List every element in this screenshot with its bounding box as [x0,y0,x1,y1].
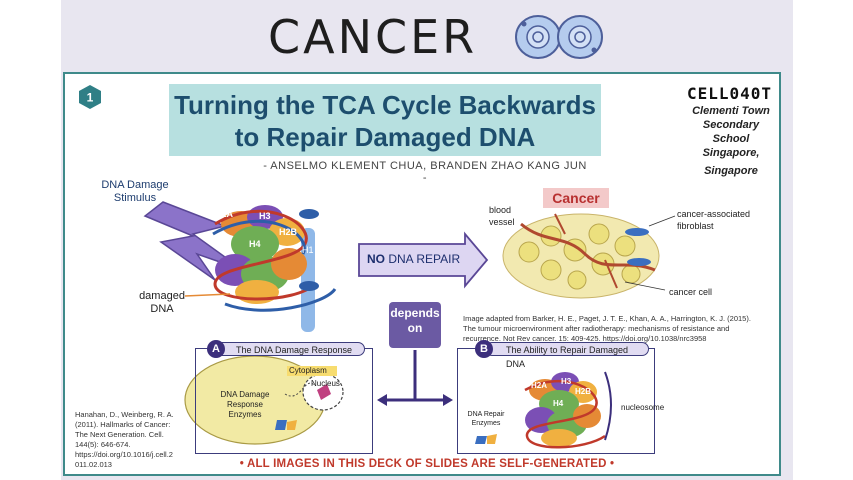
panel-b-title: The Ability to Repair Damaged DNA [485,342,649,369]
authors: - ANSELMO KLEMENT CHUA, BRANDEN ZHAO KAN… [263,160,587,184]
cancer-label: Cancer [552,190,600,206]
depends-on-label: depends on [390,306,440,335]
histone-h2a: H2A [215,209,234,219]
histone-h3: H3 [259,211,271,221]
no-repair-arrow [358,231,489,289]
panel-a-title: The DNA Damage Response [215,342,365,356]
blood-vessel [520,222,656,272]
depends-on-box [389,302,441,348]
fibroblast-label: cancer-associated fibroblast [677,209,751,231]
nucleosome-label: nucleosome [621,403,665,412]
slide-number-badge: 1 [79,85,101,109]
histone-h4: H4 [249,239,261,249]
main-diagram [143,201,676,449]
school-info: Clementi Town Secondary School Singapore… [692,105,770,177]
panel-b-letter: B [475,340,493,358]
poster-slide: 1 Turning the TCA Cycle Backwards to Rep… [63,72,781,476]
panel-b-h2a: H2A [531,381,548,390]
cytoplasm-label: Cytoplasm [289,366,327,375]
footer-note: • ALL IMAGES IN THIS DECK OF SLIDES ARE … [239,458,615,470]
cell-dividing-icon [515,15,603,59]
lightning-bolt-icon [143,201,244,281]
hanahan-citation: Hanahan, D., Weinberg, R. A. (2011). Hal… [75,410,174,469]
no-dna-repair-label: NO DNA REPAIR [367,252,461,266]
title-box: Turning the TCA Cycle Backwards to Repai… [169,84,601,156]
team-code: CELL040T [687,84,773,103]
barker-citation: Image adapted from Barker, H. E., Paget,… [463,314,751,343]
cancer-cell-label: cancer cell [669,287,713,297]
damaged-dna-label: damaged DNA [139,290,185,315]
blood-vessel-label: blood vessel [489,205,515,227]
panel-b-h2b: H2B [575,387,592,396]
title-line-2: to Repair Damaged DNA [234,122,536,152]
cancer-label-box [543,188,609,208]
panel-b-h4: H4 [553,399,564,408]
slide-number: 1 [87,91,94,105]
nucleus-label: Nucleus [311,379,340,388]
title-line-1: Turning the TCA Cycle Backwards [174,90,596,120]
histone-h1: H1 [302,245,314,255]
dna-repair-enzymes-label: DNA Repair Enzymes [467,411,505,427]
header-title: CANCER [268,10,478,64]
dna-damage-response-enzymes-label: DNA Damage Response Enzymes [220,390,270,419]
panel-b-h3: H3 [561,377,572,386]
histone-h2b: H2B [279,227,298,237]
dna-damage-stimulus-label: DNA Damage Stimulus [101,179,169,204]
panel-a-letter: A [207,340,225,358]
